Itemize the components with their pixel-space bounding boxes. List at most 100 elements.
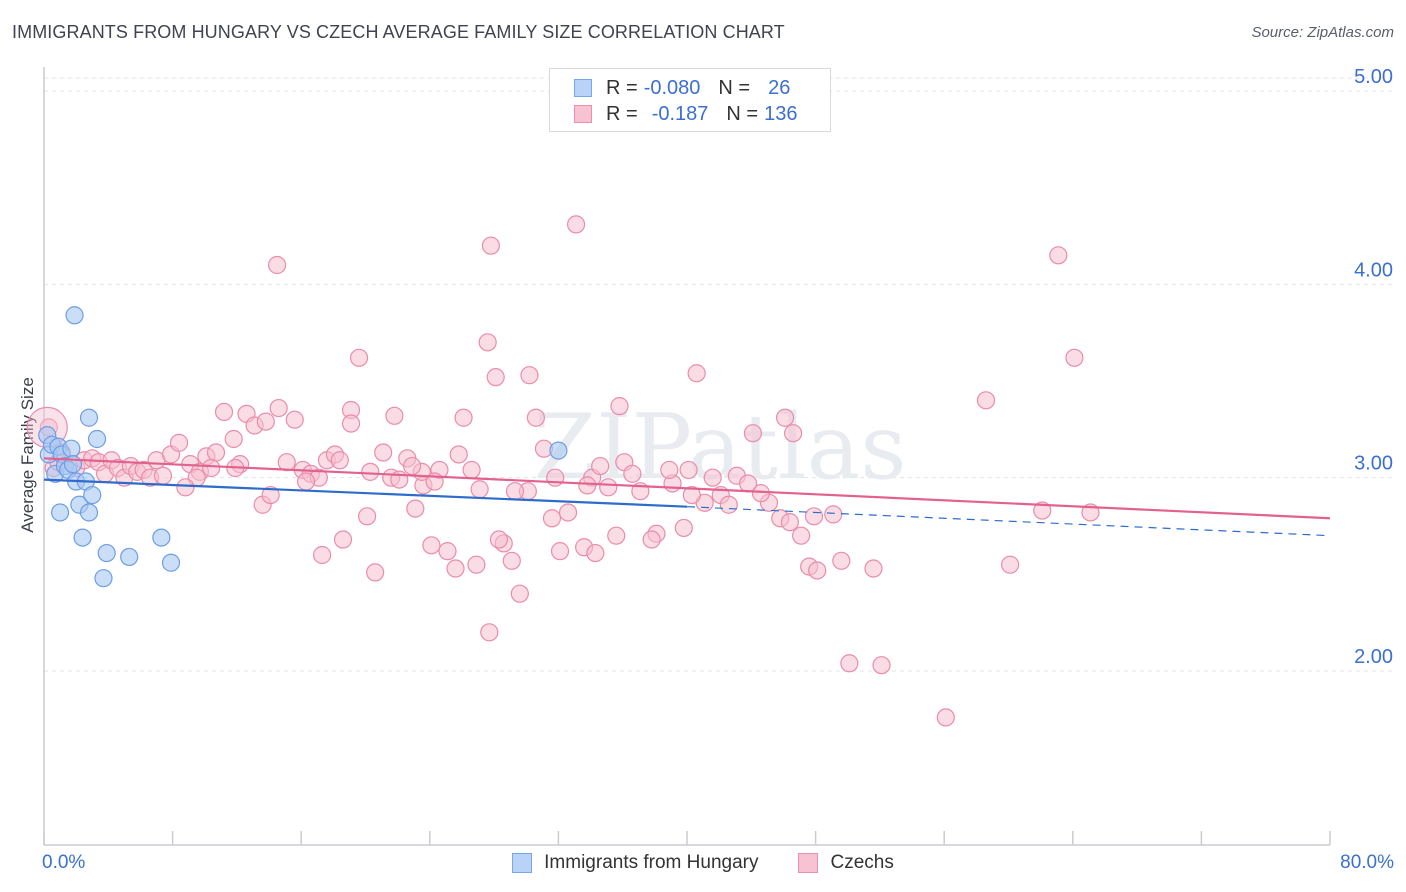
r-label: R = [606, 102, 638, 125]
czechs-point [206, 443, 226, 462]
czechs-point [1049, 246, 1068, 265]
czechs-point [341, 414, 361, 433]
czechs-point [623, 464, 642, 483]
legend-swatch-czechs [574, 105, 592, 123]
y-tick-label: 5.00 [1354, 66, 1393, 88]
czechs-point [505, 482, 525, 501]
legend-item-czechs: Czechs [798, 852, 894, 874]
czechs-point [296, 472, 316, 491]
czechs-point [176, 478, 195, 497]
legend-label-czechs: Czechs [830, 852, 894, 873]
czechs-point [406, 499, 425, 518]
hungary-point [161, 553, 181, 572]
legend-row-czechs: R = -0.187 N = 136 [574, 103, 797, 125]
czechs-point [591, 456, 610, 476]
czechs-point [542, 509, 562, 528]
legend-label-hungary: Immigrants from Hungary [544, 852, 759, 873]
czechs-point [674, 518, 693, 538]
czechs-point [330, 451, 349, 470]
czechs-point [202, 458, 221, 478]
czechs-point [872, 656, 891, 675]
czechs-point [703, 468, 722, 487]
y-tick-label: 4.00 [1354, 259, 1393, 281]
hungary-point [79, 503, 99, 522]
hungary-point [83, 485, 102, 505]
czechs-point [454, 408, 473, 427]
czechs-point [478, 333, 497, 352]
n-value: 136 [764, 102, 798, 125]
r-value: -0.080 [643, 76, 701, 99]
hungary-trend-extension [686, 506, 1331, 537]
czechs-point [510, 584, 529, 603]
czechs-point [374, 443, 393, 462]
hungary-point [63, 455, 83, 474]
czechs-point [349, 348, 369, 367]
czechs-point [467, 555, 486, 574]
r-label: R = [606, 76, 638, 99]
n-label: N = [726, 102, 759, 125]
legend-item-hungary: Immigrants from Hungary [512, 852, 758, 874]
czechs-point [358, 507, 377, 526]
czechs-point [520, 366, 539, 385]
czechs-point [261, 485, 280, 505]
trend-lines [43, 457, 1331, 537]
legend-swatch-hungary [574, 79, 592, 97]
czechs-point [312, 545, 332, 565]
legend-swatch-czechs [798, 853, 819, 873]
czechs-point [775, 408, 795, 427]
czechs-point [738, 474, 758, 493]
czechs-point [780, 513, 799, 532]
czechs-point [385, 406, 404, 425]
y-tick-labels: 2.00 3.00 4.00 5.00 [1354, 66, 1393, 668]
czechs-point [558, 503, 578, 522]
czechs-point [1001, 555, 1020, 574]
czechs-point [936, 708, 955, 727]
czechs-point [550, 542, 570, 561]
n-value: 26 [768, 76, 791, 99]
czechs-point [599, 478, 618, 497]
correlation-legend: R = -0.080 N = 26 R = -0.187 N = 136 [549, 68, 831, 132]
hungary-point [65, 306, 84, 325]
czechs-point [214, 402, 234, 422]
czechs-point [446, 559, 465, 578]
czechs-point [578, 476, 597, 495]
gridlines [44, 77, 1395, 672]
hungary-point [50, 503, 70, 522]
czechs-point [1065, 348, 1084, 367]
hungary-points [38, 306, 568, 588]
czechs-point [256, 412, 275, 431]
hungary-point [87, 429, 107, 449]
czechs-point [660, 460, 679, 480]
czechs-point [1033, 501, 1052, 520]
czechs-point [285, 410, 304, 429]
czechs-point [486, 368, 505, 387]
czechs-point [277, 453, 296, 472]
x-max-label: 80.0% [1340, 852, 1394, 873]
czechs-point [792, 526, 811, 545]
czechs-point [808, 561, 827, 580]
hungary-point [79, 408, 99, 427]
y-tick-label: 2.00 [1354, 646, 1393, 668]
czechs-point [449, 445, 468, 464]
y-tick-label: 3.00 [1354, 453, 1393, 475]
czechs-point [566, 215, 586, 234]
hungary-point [152, 528, 171, 547]
czechs-point [480, 623, 499, 642]
czechs-point [462, 460, 481, 480]
r-value: -0.187 [651, 102, 709, 125]
czechs-point [610, 397, 629, 416]
hungary-point [73, 528, 92, 547]
czechs-point [333, 530, 353, 549]
x-min-label: 0.0% [42, 852, 86, 873]
czechs-point [403, 456, 422, 476]
czechs-point [679, 460, 698, 480]
czechs-point [832, 551, 851, 570]
czechs-point [824, 505, 843, 524]
czechs-point [502, 551, 521, 570]
czechs-point [682, 485, 701, 505]
czechs-point [267, 255, 287, 275]
czechs-point [783, 424, 803, 443]
czechs-point [470, 480, 489, 499]
series-legend: Immigrants from Hungary Czechs [0, 852, 1406, 874]
